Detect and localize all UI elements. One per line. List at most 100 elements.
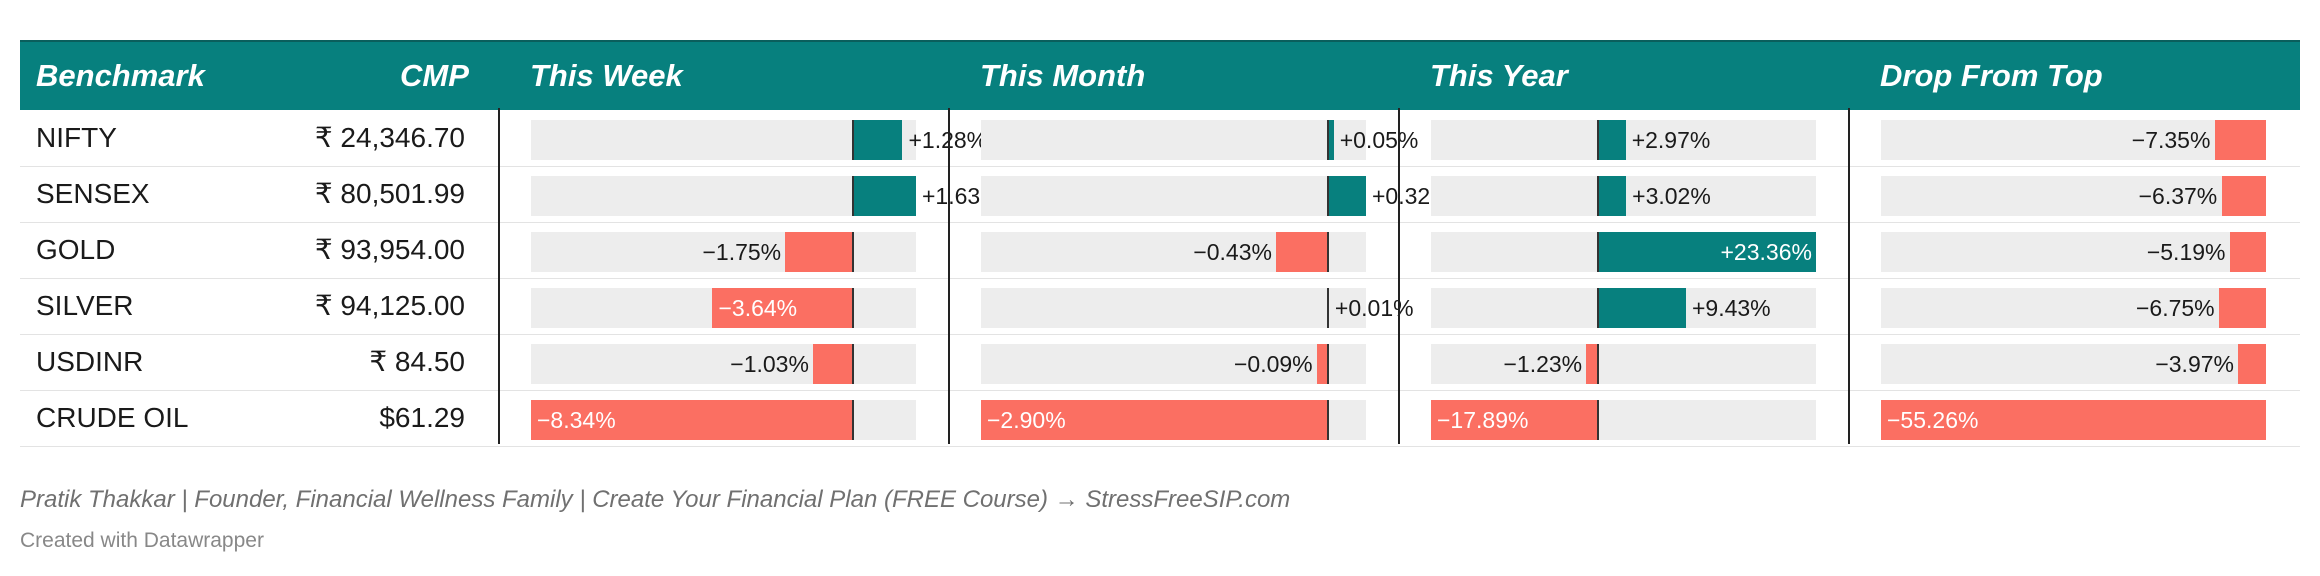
cmp-value: ₹ 24,346.70 bbox=[314, 122, 465, 153]
year-bar bbox=[1597, 176, 1627, 216]
month-track bbox=[981, 288, 1366, 328]
week-bar bbox=[531, 400, 854, 440]
week-zero-line bbox=[852, 120, 855, 160]
benchmark-name: SILVER bbox=[36, 290, 134, 321]
drop-bar bbox=[1881, 400, 2266, 440]
week-track bbox=[531, 344, 916, 384]
cmp-value: ₹ 84.50 bbox=[369, 346, 465, 377]
month-zero-line bbox=[1326, 176, 1329, 216]
year-zero-line bbox=[1596, 232, 1599, 272]
month-track bbox=[981, 176, 1366, 216]
year-zero-line bbox=[1596, 176, 1599, 216]
drop-track bbox=[1881, 120, 2266, 160]
table-row: SILVER ₹ 94,125.00 −3.64% +0.01% +9.43% −6.75… bbox=[20, 278, 2300, 335]
header-benchmark[interactable]: Benchmark bbox=[36, 58, 205, 93]
cmp-value: ₹ 80,501.99 bbox=[314, 178, 465, 209]
year-bar bbox=[1431, 400, 1598, 440]
drop-value-label: −5.19% bbox=[2146, 239, 2226, 265]
month-track bbox=[981, 344, 1366, 384]
month-zero-line bbox=[1326, 344, 1329, 384]
drop-track bbox=[1881, 176, 2266, 216]
year-zero-line bbox=[1596, 288, 1599, 328]
column-divider bbox=[1398, 108, 1400, 444]
drop-value-label: −3.97% bbox=[2155, 351, 2234, 377]
week-zero-line bbox=[852, 176, 855, 216]
column-divider bbox=[1848, 108, 1850, 444]
table-row: CRUDE OIL $61.29 −8.34% −2.90% −17.89% −55.26… bbox=[20, 390, 2300, 447]
week-value-label: −1.03% bbox=[730, 351, 809, 377]
benchmark-name: GOLD bbox=[36, 234, 116, 265]
month-track bbox=[981, 120, 1366, 160]
header-cmp[interactable]: CMP bbox=[400, 58, 469, 93]
month-bar bbox=[1276, 232, 1328, 272]
drop-bar bbox=[2214, 120, 2266, 160]
table-row: GOLD ₹ 93,954.00 −1.75% −0.43% +23.36% −5.19% bbox=[20, 222, 2300, 279]
week-zero-line bbox=[852, 400, 855, 440]
benchmark-name: NIFTY bbox=[36, 122, 117, 153]
drop-track bbox=[1881, 288, 2266, 328]
drop-track bbox=[1881, 232, 2266, 272]
week-zero-line bbox=[852, 344, 855, 384]
drop-bar bbox=[2229, 232, 2266, 272]
week-value-label: +1.28% bbox=[908, 120, 987, 160]
year-bar bbox=[1597, 288, 1686, 328]
byline: Pratik Thakkar | Founder, Financial Well… bbox=[20, 486, 1291, 513]
benchmark-table: Benchmark CMP This Week This Month This … bbox=[20, 40, 2300, 447]
week-bar bbox=[712, 288, 854, 328]
month-bar bbox=[981, 400, 1328, 440]
drop-value-label: −55.26% bbox=[1887, 407, 1979, 433]
drop-bar bbox=[2238, 344, 2266, 384]
table-row: SENSEX ₹ 80,501.99 +1.63% +0.32% +3.02% −6.37… bbox=[20, 166, 2300, 223]
column-divider bbox=[948, 108, 950, 444]
week-bar bbox=[785, 232, 854, 272]
week-zero-line bbox=[852, 288, 855, 328]
year-zero-line bbox=[1596, 120, 1599, 160]
cmp-value: $61.29 bbox=[379, 402, 465, 433]
month-value-label: −2.90% bbox=[987, 407, 1066, 433]
week-zero-line bbox=[852, 232, 855, 272]
cmp-value: ₹ 94,125.00 bbox=[314, 290, 465, 321]
month-value-label: −0.43% bbox=[1193, 239, 1272, 265]
drop-bar bbox=[2221, 176, 2266, 216]
week-bar bbox=[853, 176, 916, 216]
month-value-label: +0.05% bbox=[1339, 127, 1419, 153]
drop-track bbox=[1881, 344, 2266, 384]
week-bar bbox=[853, 120, 903, 160]
month-bar bbox=[1327, 176, 1366, 216]
table-row: USDINR ₹ 84.50 −1.03% −0.09% −1.23% −3.97% bbox=[20, 334, 2300, 391]
drop-value-label: −6.37% bbox=[2138, 183, 2218, 209]
week-bar bbox=[813, 344, 854, 384]
cmp-value: ₹ 93,954.00 bbox=[314, 234, 465, 265]
header-this-year[interactable]: This Year bbox=[1430, 58, 1568, 93]
year-zero-line bbox=[1596, 400, 1599, 440]
year-value-label: +9.43% bbox=[1691, 295, 1771, 321]
credit[interactable]: Created with Datawrapper bbox=[20, 529, 264, 552]
benchmark-name: USDINR bbox=[36, 346, 144, 377]
year-bar bbox=[1586, 344, 1598, 384]
year-value-label: +23.36% bbox=[1720, 239, 1812, 265]
year-value-label: +2.97% bbox=[1631, 127, 1711, 153]
header-drop-from-top[interactable]: Drop From Top bbox=[1880, 58, 2103, 93]
month-bar bbox=[1316, 344, 1328, 384]
drop-bar bbox=[2218, 288, 2266, 328]
header-this-week[interactable]: This Week bbox=[530, 58, 683, 93]
month-bar bbox=[1327, 120, 1334, 160]
drop-value-label: −7.35% bbox=[2131, 127, 2211, 153]
year-track bbox=[1431, 344, 1816, 384]
week-value-label: −3.64% bbox=[718, 295, 798, 321]
week-track bbox=[531, 120, 916, 160]
month-value-label: −0.09% bbox=[1233, 351, 1313, 377]
year-bar bbox=[1597, 120, 1626, 160]
year-zero-line bbox=[1596, 344, 1599, 384]
drop-value-label: −6.75% bbox=[2135, 295, 2215, 321]
column-divider bbox=[498, 108, 500, 444]
header-this-month[interactable]: This Month bbox=[980, 58, 1146, 93]
month-zero-line bbox=[1326, 288, 1329, 328]
week-track bbox=[531, 176, 916, 216]
month-zero-line bbox=[1326, 120, 1329, 160]
month-value-label: +0.01% bbox=[1334, 295, 1414, 321]
benchmark-name: CRUDE OIL bbox=[36, 402, 189, 433]
year-value-label: +3.02% bbox=[1632, 183, 1711, 209]
benchmark-name: SENSEX bbox=[36, 178, 150, 209]
month-zero-line bbox=[1326, 232, 1329, 272]
